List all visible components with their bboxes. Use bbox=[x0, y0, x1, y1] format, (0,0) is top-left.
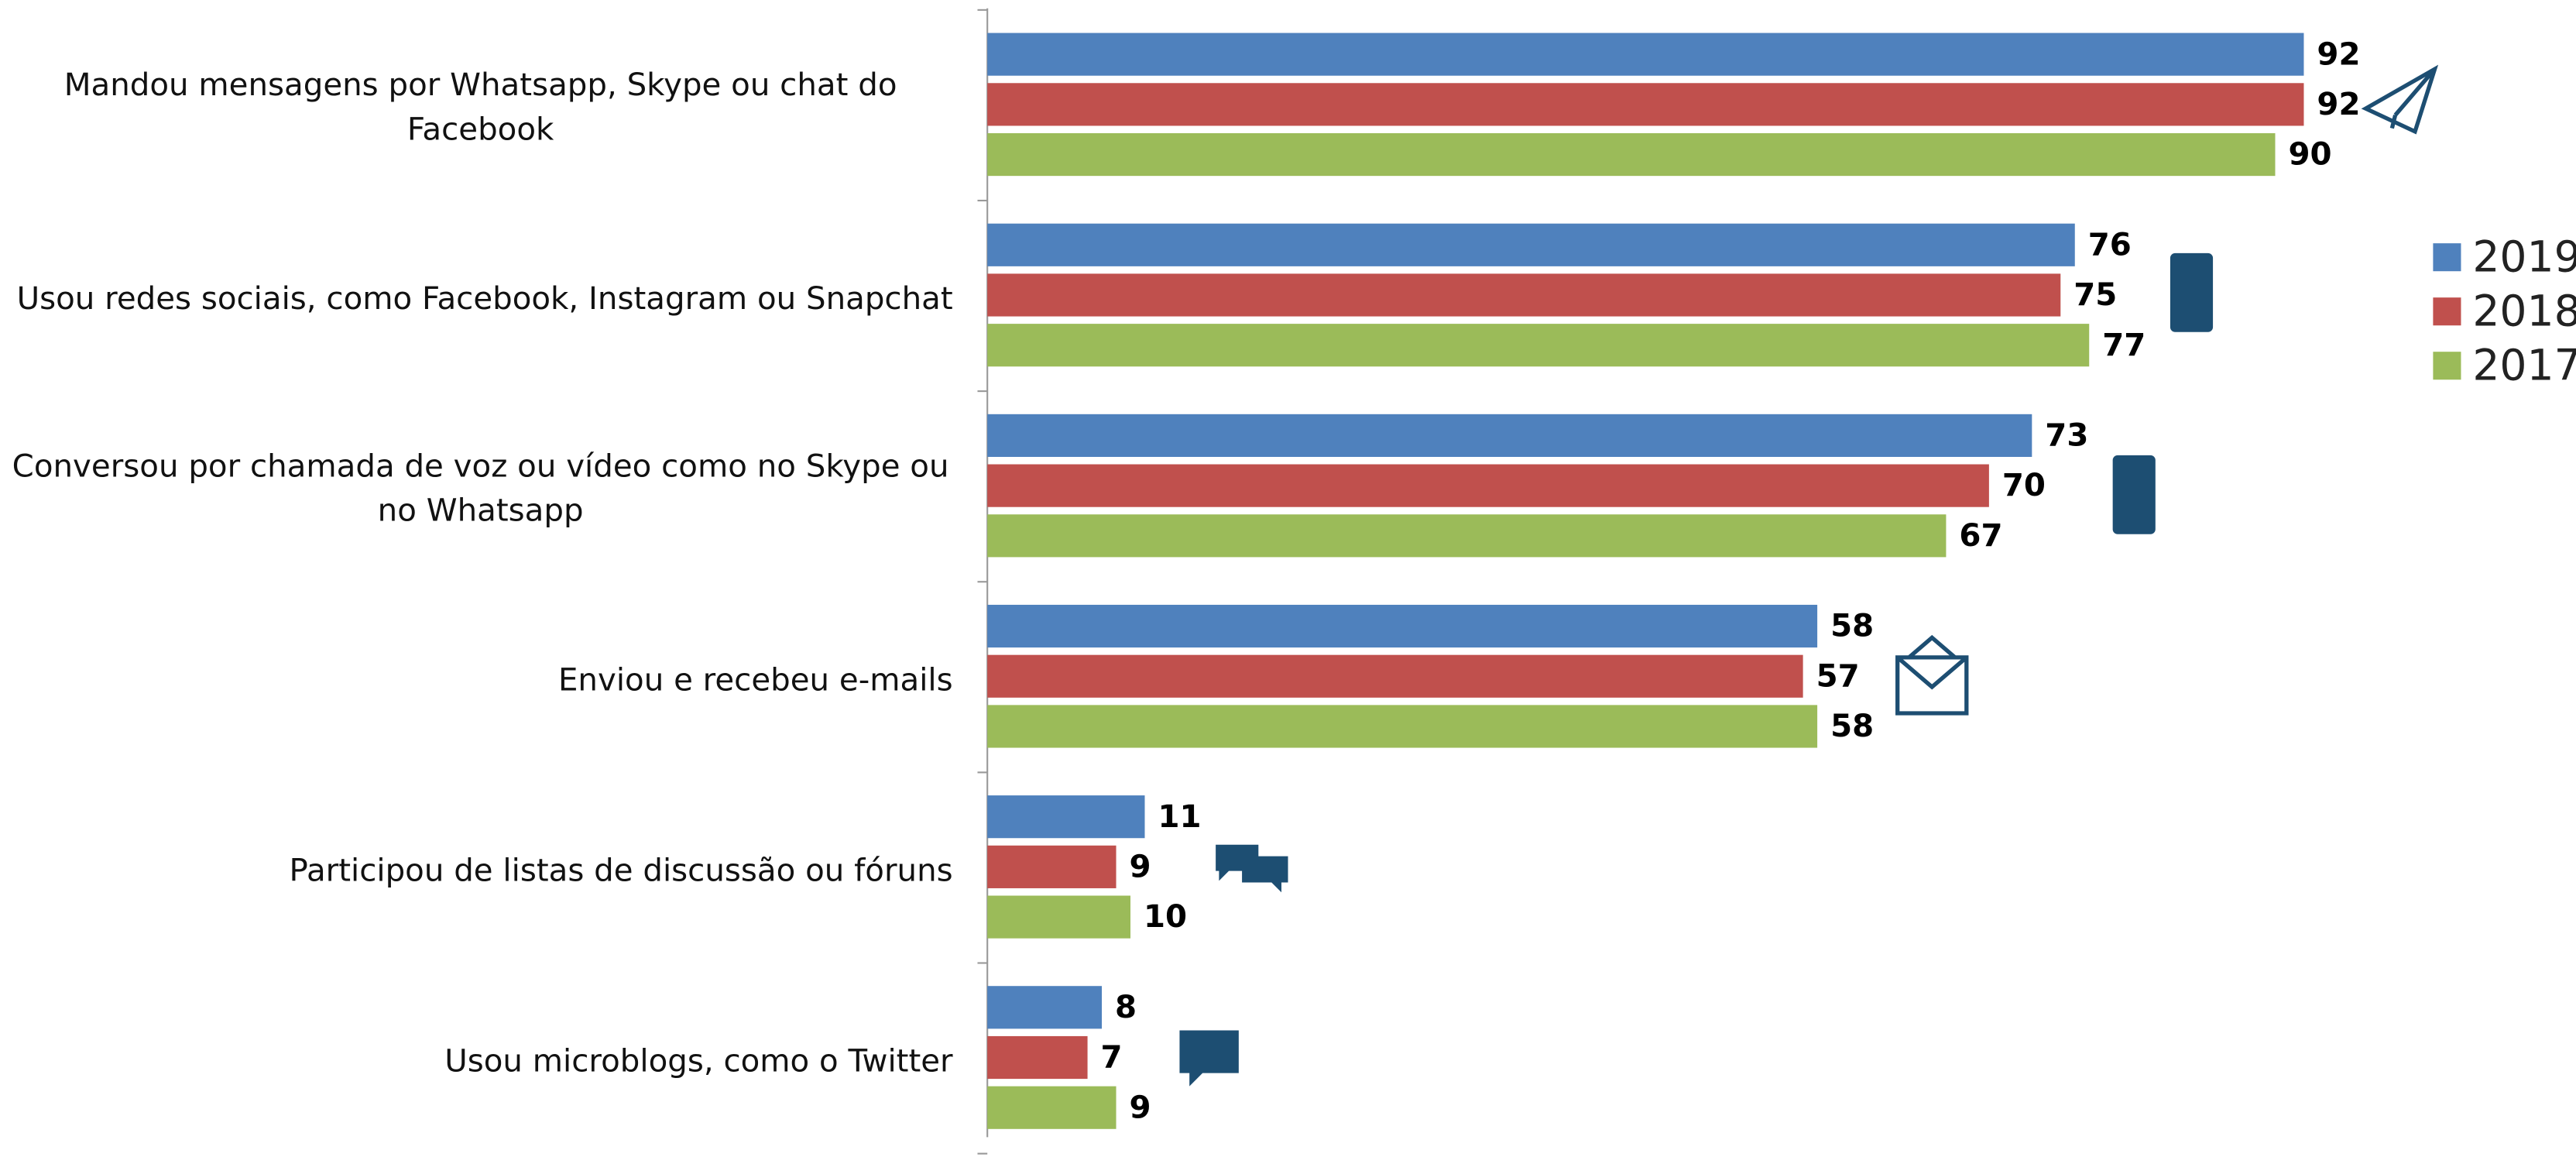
value-label: 92 bbox=[2317, 36, 2360, 72]
bar bbox=[987, 1035, 1088, 1080]
bar bbox=[987, 83, 2304, 126]
value-label: 75 bbox=[2073, 276, 2117, 313]
value-label: 8 bbox=[1115, 989, 1137, 1025]
bar bbox=[987, 845, 1116, 888]
legend-label: 2018 bbox=[2472, 287, 2576, 337]
bar bbox=[987, 464, 1989, 507]
value-label: 67 bbox=[1959, 517, 2002, 554]
category-label: Participou de listas de discussão ou fór… bbox=[289, 852, 953, 888]
value-label: 90 bbox=[2288, 136, 2331, 173]
category-label: Mandou mensagens por Whatsapp, Skype ou … bbox=[63, 67, 897, 149]
bar bbox=[987, 273, 2061, 317]
value-label: 76 bbox=[2088, 226, 2132, 263]
category-label-row: Usou microblogs, como o Twitter bbox=[9, 966, 953, 1157]
icon-chat bbox=[1216, 844, 1288, 893]
category-label-box: Mandou mensagens por Whatsapp, Skype ou … bbox=[9, 13, 953, 204]
bar bbox=[987, 604, 1818, 648]
bar bbox=[987, 895, 1131, 939]
bar bbox=[987, 514, 1947, 558]
category-label-row: Conversou por chamada de voz ou vídeo co… bbox=[9, 394, 953, 585]
category-label-row: Mandou mensagens por Whatsapp, Skype ou … bbox=[9, 13, 953, 204]
category-label-box: Participou de listas de discussão ou fór… bbox=[9, 776, 953, 966]
bar bbox=[987, 1086, 1116, 1129]
category-label: Conversou por chamada de voz ou vídeo co… bbox=[12, 448, 949, 530]
bar bbox=[987, 986, 1103, 1029]
value-label: 73 bbox=[2045, 417, 2088, 454]
value-label: 10 bbox=[1144, 898, 1187, 935]
value-label: 70 bbox=[2002, 467, 2046, 503]
value-label: 7 bbox=[1101, 1039, 1123, 1076]
category-label-box: Usou redes sociais, como Facebook, Insta… bbox=[9, 204, 953, 394]
category-label-box: Conversou por chamada de voz ou vídeo co… bbox=[9, 394, 953, 585]
value-label: 58 bbox=[1830, 608, 1874, 644]
value-label: 57 bbox=[1816, 657, 1860, 694]
value-label: 11 bbox=[1158, 798, 1201, 835]
legend-label: 2017 bbox=[2472, 342, 2576, 391]
bar bbox=[987, 654, 1803, 698]
icons bbox=[1179, 64, 2439, 1087]
icon-plane bbox=[2361, 64, 2439, 135]
category-label-box: Enviou e recebeu e-mails bbox=[9, 585, 953, 775]
legend-swatch bbox=[2433, 352, 2461, 380]
value-label: 9 bbox=[1130, 848, 1151, 884]
legend-swatch bbox=[2433, 243, 2461, 272]
category-label: Usou microblogs, como o Twitter bbox=[444, 1042, 953, 1080]
category-label-row: Participou de listas de discussão ou fór… bbox=[9, 776, 953, 966]
value-label: 92 bbox=[2317, 86, 2360, 122]
bar bbox=[987, 223, 2075, 266]
icon-message bbox=[1179, 1030, 1239, 1087]
legend-label: 2019 bbox=[2472, 232, 2576, 282]
category-label: Usou redes sociais, como Facebook, Insta… bbox=[16, 280, 953, 317]
bar bbox=[987, 33, 2304, 76]
category-label-row: Usou redes sociais, como Facebook, Insta… bbox=[9, 204, 953, 394]
bar bbox=[987, 414, 2032, 457]
icon-mail bbox=[1895, 634, 1969, 716]
category-label-box: Usou microblogs, como o Twitter bbox=[9, 966, 953, 1157]
icon-phone bbox=[2170, 252, 2214, 332]
legend-swatch bbox=[2433, 297, 2461, 326]
category-label-row: Enviou e recebeu e-mails bbox=[9, 585, 953, 775]
value-label: 58 bbox=[1830, 708, 1874, 744]
icon-phone-user bbox=[2112, 455, 2156, 534]
bar bbox=[987, 795, 1145, 839]
bar bbox=[987, 705, 1818, 748]
value-label: 9 bbox=[1130, 1089, 1151, 1125]
bar bbox=[987, 324, 2090, 367]
category-label: Enviou e recebeu e-mails bbox=[557, 661, 953, 698]
value-label: 77 bbox=[2102, 327, 2146, 363]
bar bbox=[987, 132, 2276, 177]
